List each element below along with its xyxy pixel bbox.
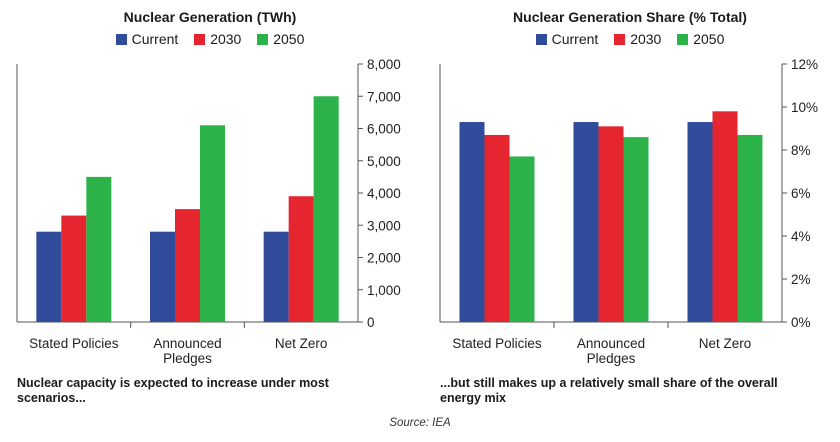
y-tick-label: 6,000 (367, 122, 401, 137)
y-tick-label: 3,000 (367, 218, 401, 233)
y-tick-label: 8% (791, 143, 811, 158)
bar-2050 (509, 156, 535, 322)
bar-2050 (737, 134, 763, 322)
legend-swatch-current (115, 34, 127, 45)
y-tick-label: 5,000 (367, 154, 401, 169)
bar-2050 (313, 96, 339, 322)
y-tick-label: 7,000 (367, 89, 401, 104)
legend-label-2030: 2030 (630, 31, 662, 47)
y-tick-label: 0 (367, 315, 375, 330)
x-tick-label: Net Zero (699, 336, 752, 351)
bar-current (687, 122, 713, 322)
legend-swatch-2030 (194, 34, 206, 45)
x-tick-label: Stated Policies (29, 336, 119, 351)
share-chart-panel: Nuclear Generation Share (% Total) Curre… (420, 0, 840, 442)
y-tick-label: 1,000 (367, 283, 401, 298)
y-tick-label: 0% (791, 315, 811, 330)
y-tick-label: 4,000 (367, 186, 401, 201)
legend-label-current: Current (131, 31, 179, 47)
legend-item-2030: 2030 (194, 31, 241, 47)
chart-legend: Current 2030 2050 (420, 31, 840, 47)
bar-current (573, 122, 599, 322)
generation-chart-panel: Nuclear Generation (TWh) Current 2030 20… (0, 9, 420, 405)
generation-bar-chart: 0 1,000 2,000 3,000 4,000 5,000 6,000 7,000 8,00… (16, 57, 401, 366)
source-note: Source: IEA (389, 417, 451, 429)
bar-2030 (484, 134, 510, 322)
y-tick-label: 2% (791, 272, 811, 287)
bar-2030 (61, 215, 87, 322)
legend-swatch-2030 (614, 34, 626, 45)
x-tick-label: Announced Pledges (153, 336, 221, 366)
y-tick-label: 4% (791, 229, 811, 244)
legend-swatch-2050 (677, 34, 689, 45)
bar-2030 (598, 126, 624, 322)
bar-2030 (288, 196, 314, 322)
chart-title: Nuclear Generation Share (% Total) (513, 9, 747, 25)
bar-current (263, 231, 289, 322)
legend-swatch-current (535, 34, 547, 45)
legend-item-current: Current (535, 31, 599, 47)
x-tick-label: Stated Policies (452, 336, 542, 351)
legend-label-current: Current (551, 31, 599, 47)
chart-legend: Current 2030 2050 (0, 31, 420, 47)
bar-current (150, 231, 175, 322)
legend-label-2050: 2050 (693, 31, 725, 47)
y-tick-label: 6% (791, 186, 811, 201)
y-tick-label: 8,000 (367, 57, 401, 72)
bar-2050 (86, 176, 112, 322)
bar-2030 (712, 111, 738, 322)
x-tick-label: Net Zero (275, 336, 328, 351)
y-tick-label: 10% (791, 100, 818, 115)
share-bar-chart: 0% 2% 4% 6% 8% 10% 12% Stated Policies Announced… (439, 57, 818, 366)
legend-label-2030: 2030 (210, 31, 242, 47)
chart-caption: Nuclear capacity is expected to increase… (17, 376, 329, 405)
bar-2050 (623, 137, 649, 322)
bar-current (36, 231, 62, 322)
y-tick-label: 2,000 (367, 251, 401, 266)
legend-item-2050: 2050 (677, 31, 724, 47)
legend-swatch-2050 (257, 34, 269, 45)
legend-item-current: Current (115, 31, 179, 47)
legend-label-2050: 2050 (273, 31, 305, 47)
chart-caption: ...but still makes up a relatively small… (440, 376, 778, 405)
x-tick-label: Announced Pledges (577, 336, 645, 366)
legend-item-2050: 2050 (257, 31, 304, 47)
bar-current (459, 122, 485, 322)
chart-title: Nuclear Generation (TWh) (123, 9, 297, 25)
bar-2050 (200, 125, 225, 323)
legend-item-2030: 2030 (614, 31, 661, 47)
bar-2030 (175, 209, 200, 322)
y-tick-label: 12% (791, 57, 818, 72)
